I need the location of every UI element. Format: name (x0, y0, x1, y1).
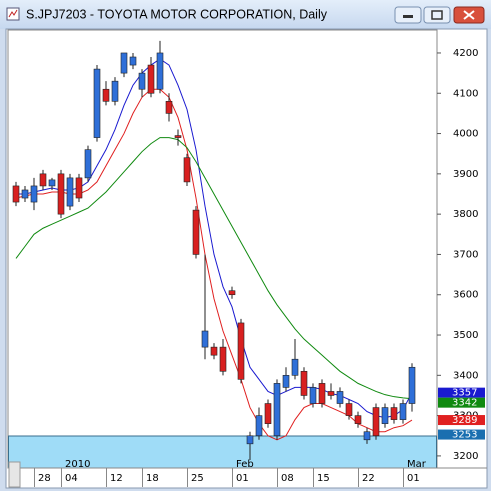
price-label: 3357 (452, 388, 477, 399)
maximize-button[interactable] (423, 6, 451, 24)
candle-body (120, 52, 128, 74)
y-tick-label: 3400 (453, 370, 478, 381)
candle-body (363, 431, 371, 441)
x-tick-label: 01 (407, 473, 420, 484)
price-label-box (438, 387, 485, 398)
candle-body (309, 387, 317, 404)
candle-body (228, 290, 236, 296)
x-tick-label: 18 (146, 473, 159, 484)
candle-body (111, 80, 119, 102)
candle-body (300, 370, 308, 396)
y-tick-label: 4000 (453, 129, 478, 140)
x-tick-label: 28 (38, 473, 51, 484)
y-tick-label: 4100 (453, 88, 478, 99)
window-icon-graph (8, 9, 18, 18)
candle-body (219, 346, 227, 372)
y-tick-label: 3600 (453, 290, 478, 301)
candle-body (399, 403, 407, 420)
candle-body (57, 173, 65, 215)
candle-body (192, 209, 200, 255)
candle-body (183, 157, 191, 183)
x-tick-label: 01 (236, 473, 249, 484)
candle-body (408, 366, 416, 404)
candle-body (246, 435, 254, 445)
candle-body (390, 407, 398, 420)
x-tick-label: 25 (191, 473, 204, 484)
plot-area (7, 29, 438, 469)
price-label: 3253 (452, 430, 477, 441)
candle-body (156, 52, 164, 90)
candle-body (291, 358, 299, 376)
candle-body (12, 185, 20, 203)
x-tick-label: 15 (317, 473, 330, 484)
candle-body (93, 68, 101, 138)
candle-body (84, 149, 92, 179)
candle-body (174, 135, 182, 138)
candle-body (201, 330, 209, 348)
x-tick-label: 04 (65, 473, 78, 484)
candle-body (129, 56, 137, 66)
close-icon (463, 10, 475, 20)
period-label: Feb (236, 459, 254, 470)
y-tick-label: 4200 (453, 48, 478, 59)
candle-body (354, 415, 362, 424)
price-label-box (438, 397, 485, 408)
price-label: 3289 (452, 415, 477, 426)
candle-body (39, 173, 47, 187)
period-label: Mar (407, 459, 427, 470)
candle-body (345, 403, 353, 416)
y-tick-label: 3500 (453, 330, 478, 341)
candle-body (282, 375, 290, 388)
candle-body (210, 346, 218, 356)
x-tick-label: 12 (110, 473, 123, 484)
candle-body (273, 383, 281, 437)
plot-layer: 3200330034003500360037003800390040004100… (12, 40, 478, 487)
candle-body (165, 101, 173, 114)
candle-body (372, 407, 380, 437)
candle-body (255, 415, 263, 437)
candle-body (336, 391, 344, 404)
candle-body (381, 407, 389, 424)
y-tick-label: 3900 (453, 169, 478, 180)
price-label-box (438, 415, 485, 426)
x-tick-label: 08 (281, 473, 294, 484)
candle-body (30, 185, 38, 203)
candle-body (327, 391, 335, 396)
y-tick-label: 3800 (453, 209, 478, 220)
candle-body (147, 64, 155, 94)
scroll-handle[interactable] (8, 461, 21, 488)
candle-body (237, 322, 245, 380)
candle-body (66, 177, 74, 207)
y-tick-label: 3700 (453, 249, 478, 260)
candle-body (21, 189, 29, 199)
price-label-box (438, 429, 485, 440)
maximize-icon (431, 10, 443, 20)
moving-average-line (15, 137, 413, 400)
candle-body (102, 88, 110, 102)
candle-body (75, 177, 83, 199)
candle-body (318, 383, 326, 404)
y-tick-label: 3200 (453, 451, 478, 462)
candle-body (48, 179, 56, 187)
price-label: 3342 (452, 398, 477, 409)
candle-body (138, 72, 146, 90)
minimize-icon (403, 15, 413, 18)
period-label: 2010 (65, 459, 90, 470)
highlight-band (8, 435, 437, 469)
candle-body (264, 403, 272, 424)
window-title: S.JPJ7203 - TOYOTA MOTOR CORPORATION, Da… (26, 7, 328, 21)
x-tick-label: 22 (362, 473, 375, 484)
